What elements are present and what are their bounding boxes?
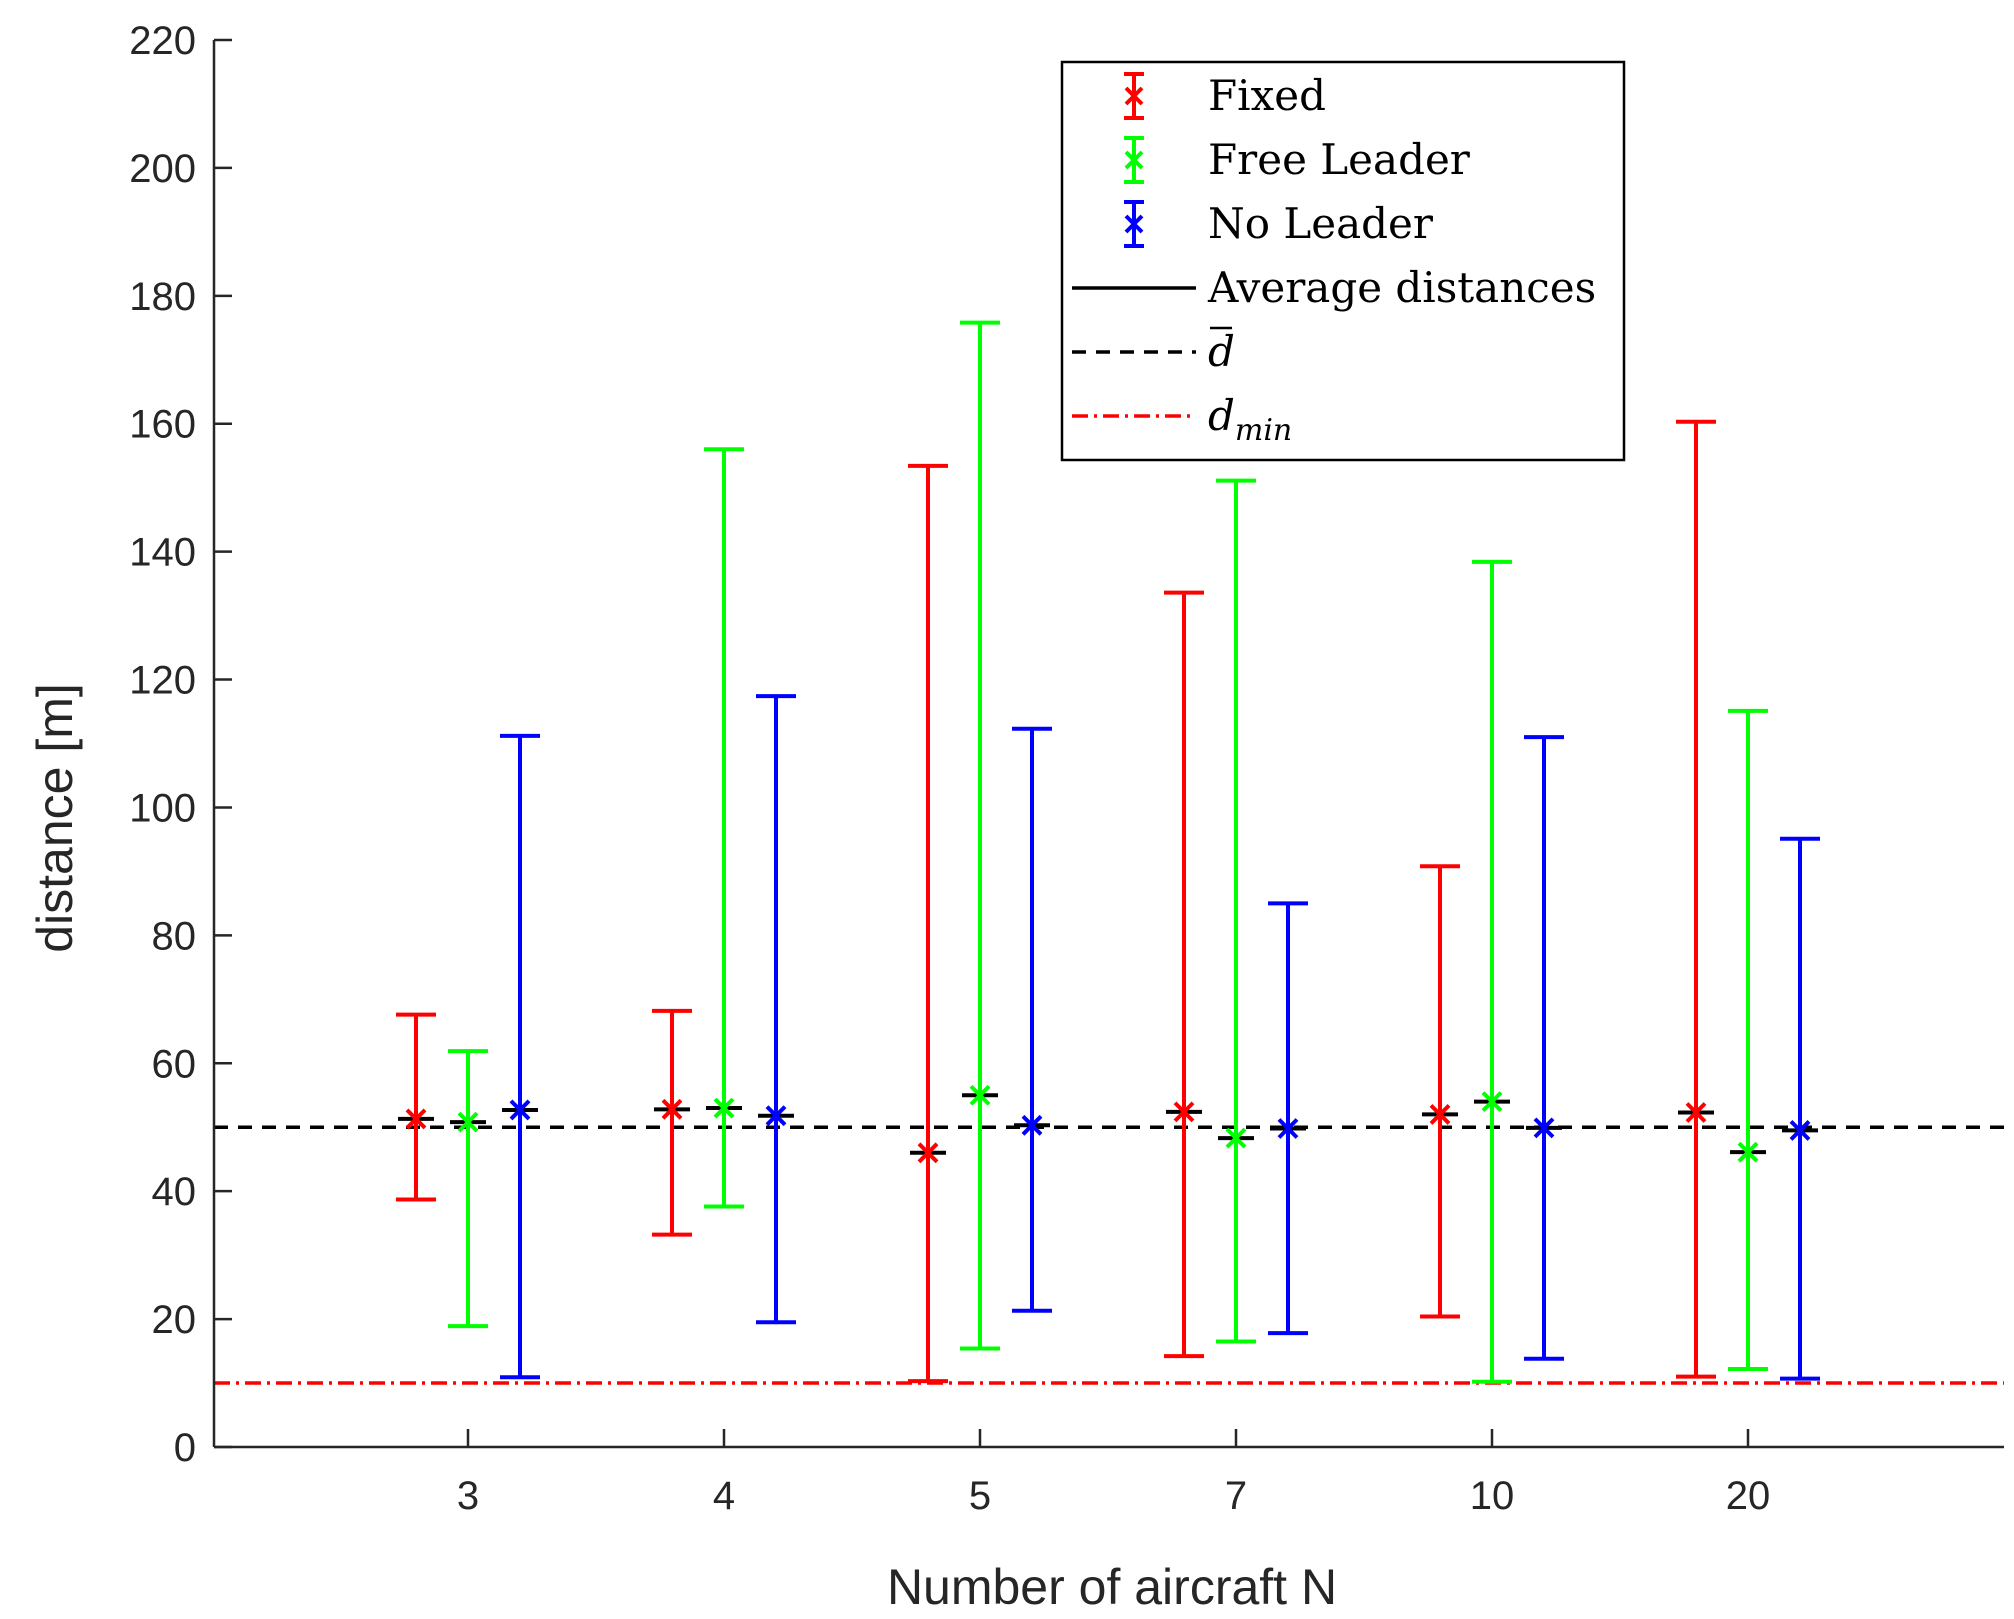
mean-marker [1533,1117,1555,1139]
legend-item: dmin [1072,391,1292,448]
mean-marker [1277,1118,1299,1139]
legend-x-marker [1124,150,1144,170]
mean-marker [1021,1114,1043,1136]
mean-marker [1429,1104,1451,1125]
tick-labels: 0 20 40 60 80 100 120 140 160 180 200 220 3 4 5 7 10 20 [129,19,1770,1518]
mean-marker [457,1111,479,1133]
mean-marker [1225,1127,1247,1149]
mean-marker [765,1105,787,1127]
errorbar-fixed-10 [1420,864,1460,1319]
legend-x-marker [1124,86,1144,106]
legend-label: dmin [1208,391,1292,448]
errorbar-no-leader-10 [1524,735,1564,1361]
errorbar-no-leader-4 [756,694,796,1325]
y-tick-label: 40 [152,1170,197,1214]
errorbar-free-leader-20 [1728,708,1768,1371]
y-tick-label: 200 [129,147,196,191]
data-series [396,320,1820,1384]
mean-marker [661,1098,683,1120]
mean-marker [917,1142,939,1164]
legend-label: d [1208,327,1235,376]
legend-item: Free Leader [1124,135,1471,184]
legend-x-marker [1124,214,1144,234]
errorbar-no-leader-5 [1012,726,1052,1313]
legend-label: No Leader [1208,199,1434,248]
y-tick-label: 0 [174,1426,196,1470]
legend-item: Fixed [1124,71,1326,120]
legend-item: Average distances [1072,263,1596,312]
errorbar-free-leader-7 [1216,478,1256,1344]
mean-marker [405,1108,427,1130]
legend-label-main: d [1208,391,1235,440]
errorbar-no-leader-3 [500,733,540,1380]
y-tick-label: 120 [129,659,196,703]
mean-marker [1737,1141,1759,1163]
errorbar-free-leader-10 [1472,559,1512,1384]
y-tick-label: 160 [129,403,196,447]
mean-marker [1173,1101,1195,1123]
x-tick-label: 4 [713,1474,735,1518]
errorbar-fixed-3 [396,1012,436,1202]
y-tick-label: 20 [152,1298,197,1342]
x-tick-label: 10 [1470,1474,1515,1518]
mean-marker [969,1084,991,1106]
legend: Fixed Free Leader No Leader Average distanc… [1060,60,1626,462]
x-tick-label: 7 [1225,1474,1247,1518]
mean-marker [713,1097,735,1119]
mean-marker [1685,1102,1707,1123]
mean-marker [509,1099,531,1121]
legend-label-subscript: min [1235,413,1292,448]
y-tick-label: 180 [129,275,196,319]
errorbar-no-leader-7 [1268,901,1308,1336]
x-tick-label: 20 [1726,1474,1771,1518]
axes [212,38,2004,1449]
legend-label: Average distances [1207,263,1596,312]
y-tick-label: 220 [129,19,196,63]
errorbar-fixed-5 [908,463,948,1384]
errorbar-no-leader-20 [1780,836,1820,1381]
legend-item: No Leader [1124,199,1434,248]
x-tick-label: 5 [969,1474,991,1518]
errorbar-fixed-20 [1676,419,1716,1379]
y-tick-label: 80 [152,914,197,958]
y-axis-title: distance [m] [27,683,83,953]
reference-lines [214,1125,2004,1385]
errorbar-free-leader-5 [960,320,1000,1351]
legend-label: Free Leader [1208,135,1471,184]
errorbar-free-leader-3 [448,1049,488,1329]
mean-marker [1481,1091,1503,1113]
mean-marker [1789,1120,1811,1141]
y-tick-label: 140 [129,531,196,575]
x-axis-title: Number of aircraft N [887,1559,1337,1615]
y-tick-label: 60 [152,1042,197,1086]
x-tick-label: 3 [457,1474,479,1518]
legend-label: Fixed [1208,71,1326,120]
y-tick-label: 100 [129,786,196,830]
errorbar-free-leader-4 [704,447,744,1209]
legend-box [1060,60,1626,462]
legend-item: d [1072,326,1235,376]
errorbar-fixed-4 [652,1008,692,1237]
errorbar-fixed-7 [1164,590,1204,1359]
